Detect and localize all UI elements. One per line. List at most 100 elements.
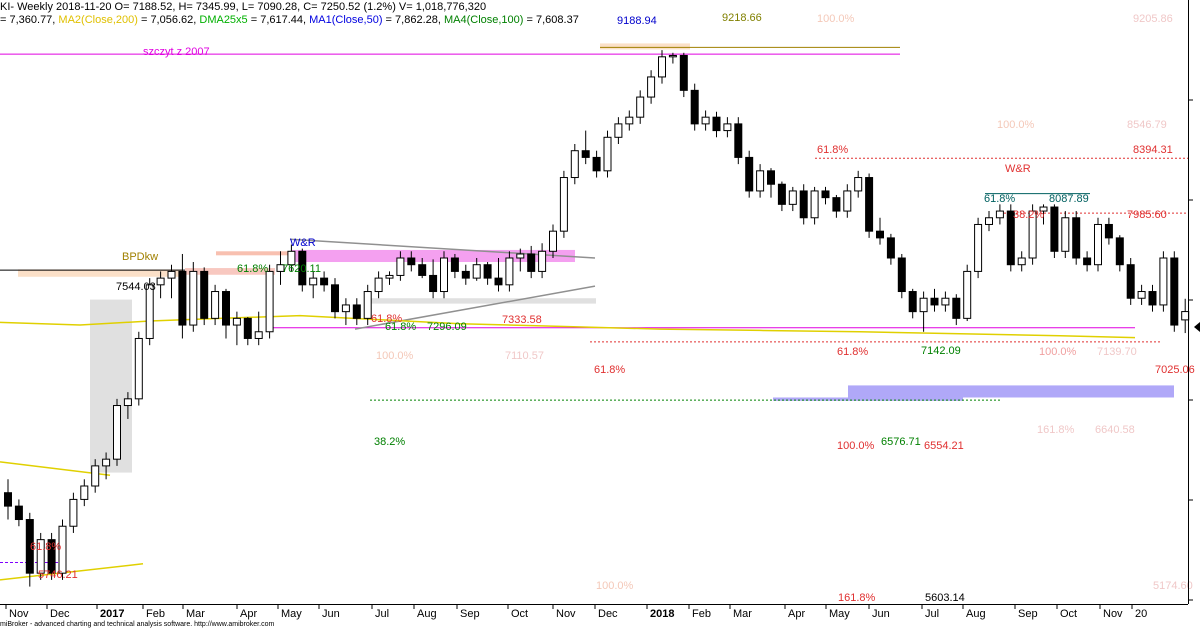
candle-body	[952, 297, 961, 319]
candle-body	[1050, 206, 1059, 252]
candle-body	[625, 116, 634, 125]
candle-body	[123, 398, 132, 407]
candle-body	[821, 190, 830, 199]
x-axis-tick-label: Dec	[598, 608, 618, 620]
annotation-label: 100.0%	[997, 119, 1035, 131]
x-axis-tick-label: 2017	[100, 608, 124, 620]
x-axis-tick-label: 20	[1135, 608, 1147, 620]
chart-header-line1: KI- Weekly 2018-11-20 O= 7188.52, H= 734…	[0, 1, 487, 13]
annotation-label: W&R	[1005, 163, 1031, 175]
candle-body	[636, 96, 645, 118]
header-segment: = 7,608.37	[523, 14, 579, 26]
candle-body	[570, 150, 579, 179]
annotation-label: 5746.21	[38, 569, 78, 581]
candle-body	[614, 123, 623, 138]
candle-body	[407, 257, 416, 266]
candle-body	[320, 277, 329, 286]
candle-body	[985, 217, 993, 225]
x-axis-tick-label: Apr	[240, 608, 257, 620]
candle-body	[156, 277, 165, 286]
candle-body	[1083, 257, 1092, 266]
annotation-label: 9188.94	[617, 15, 657, 27]
candle-body	[527, 253, 536, 272]
candle-body	[450, 257, 459, 272]
header-segment: = 7,617.44,	[247, 14, 310, 26]
current-price-marker	[1194, 322, 1200, 332]
annotation-label: szczyt z 2007	[143, 46, 210, 58]
x-axis-tick-label: Jun	[322, 608, 340, 620]
candle-body	[658, 56, 666, 78]
annotation-label: 161.8%	[838, 592, 876, 604]
annotation-label: 6576.71	[881, 436, 921, 448]
candle-body	[908, 291, 917, 313]
candle-body	[341, 304, 350, 313]
x-axis-tick-label: Mar	[186, 608, 205, 620]
candle-body	[1039, 206, 1048, 212]
candle-body	[418, 264, 427, 276]
header-segment: = 7,056.62,	[137, 14, 200, 26]
candle-body	[58, 525, 67, 574]
annotation-label: 61.8%	[984, 193, 1015, 205]
x-axis-tick-label: Feb	[146, 608, 165, 620]
candle-body	[788, 190, 797, 205]
candle-body	[854, 177, 863, 192]
candle-body	[505, 257, 514, 286]
candle-body	[1061, 217, 1070, 252]
x-axis-tick-label: 2018	[650, 608, 674, 620]
candle-body	[1017, 257, 1026, 266]
top-zone	[600, 43, 690, 50]
candle-body	[592, 156, 601, 172]
candle-body	[810, 190, 819, 219]
annotation-label: 38.2%	[374, 436, 405, 448]
candle-body	[276, 264, 285, 272]
candle-body	[668, 54, 677, 58]
candle-body	[559, 177, 568, 232]
annotation-label: 100.0%	[1039, 346, 1077, 358]
x-axis-tick-label: Oct	[511, 608, 528, 620]
x-axis-tick-label: Nov	[556, 608, 576, 620]
candle-body	[287, 250, 296, 266]
header-segment: MA4(Close,100)	[443, 14, 524, 26]
annotation-label: 8087.89	[1049, 193, 1089, 205]
candle-body	[14, 505, 23, 521]
resistance-zone	[18, 269, 183, 277]
x-axis-tick-label: Jul	[375, 608, 389, 620]
candle-body	[777, 183, 786, 205]
candle-body	[483, 264, 492, 279]
trendline-lower	[354, 285, 596, 330]
candle-body	[919, 297, 928, 313]
annotation-label: 61.8%	[817, 144, 848, 156]
x-axis-tick-label: Nov	[1103, 608, 1123, 620]
candle-body	[113, 405, 121, 460]
candle-body	[1115, 237, 1124, 266]
candle-body	[723, 123, 732, 132]
candle-body	[167, 270, 176, 279]
header-segment: = 7,862.28,	[382, 14, 444, 26]
candle-body	[298, 250, 307, 286]
candle-body	[930, 297, 939, 306]
candle-body	[145, 284, 154, 339]
ma200-line	[0, 314, 1136, 339]
annotation-label: 6554.21	[924, 440, 964, 452]
candle-body	[396, 257, 405, 276]
header-segment: MA1(Close,50)	[309, 14, 383, 26]
annotation-label: 7620.11	[282, 263, 321, 275]
candle-body	[25, 519, 34, 574]
candle-body	[80, 485, 89, 500]
target-zone	[848, 385, 1174, 398]
candle-body	[472, 264, 481, 279]
x-axis-tick-label: Aug	[966, 608, 986, 620]
annotation-label: 7139.70	[1097, 346, 1137, 358]
annotation-label: 7985.60	[1127, 209, 1167, 221]
candle-body	[1094, 223, 1102, 266]
candle-body	[47, 539, 56, 574]
candle-body	[91, 465, 100, 487]
annotation-label: 7296.09	[427, 321, 467, 333]
candle-body	[963, 270, 972, 319]
x-axis-tick-label: May	[281, 608, 302, 620]
header-segment: = 7,360.77,	[0, 14, 59, 26]
candle-body	[549, 230, 557, 252]
candle-body	[352, 304, 361, 319]
candle-body	[679, 54, 688, 91]
